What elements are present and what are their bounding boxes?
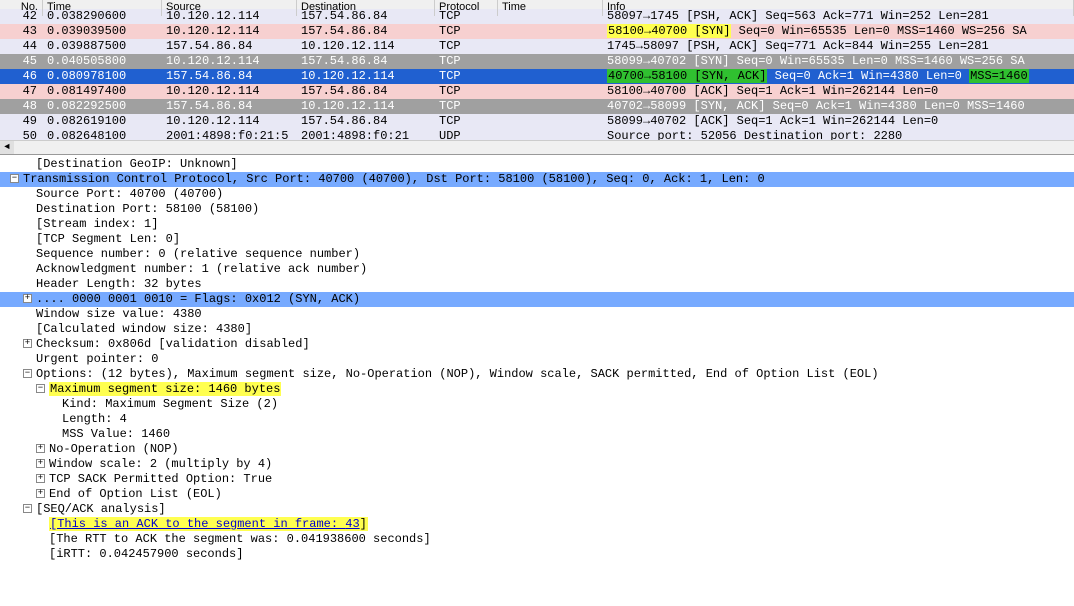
detail-flags-row[interactable]: +.... 0000 0001 0010 = Flags: 0x012 (SYN… — [0, 292, 1074, 307]
horizontal-scrollbar[interactable]: ◄ — [0, 140, 1074, 154]
expand-icon[interactable]: + — [23, 339, 32, 348]
detail-line[interactable]: [Destination GeoIP: Unknown] — [0, 157, 1074, 172]
expand-icon[interactable]: + — [36, 489, 45, 498]
detail-line[interactable]: Acknowledgment number: 1 (relative ack n… — [0, 262, 1074, 277]
collapse-icon[interactable]: − — [23, 504, 32, 513]
packet-row[interactable]: 470.08149740010.120.12.114157.54.86.84TC… — [0, 84, 1074, 99]
detail-line[interactable]: +TCP SACK Permitted Option: True — [0, 472, 1074, 487]
packet-detail-pane: [Destination GeoIP: Unknown] −Transmissi… — [0, 155, 1074, 606]
expand-icon[interactable]: + — [36, 444, 45, 453]
expand-icon[interactable]: + — [23, 294, 32, 303]
detail-line[interactable]: [Stream index: 1] — [0, 217, 1074, 232]
frame-link[interactable]: [This is an ACK to the segment in frame:… — [50, 517, 360, 531]
detail-tcp-header[interactable]: −Transmission Control Protocol, Src Port… — [0, 172, 1074, 187]
packet-row[interactable]: 480.082292500157.54.86.8410.120.12.114TC… — [0, 99, 1074, 114]
detail-line[interactable]: MSS Value: 1460 — [0, 427, 1074, 442]
expand-icon[interactable]: + — [36, 474, 45, 483]
detail-line[interactable]: Sequence number: 0 (relative sequence nu… — [0, 247, 1074, 262]
detail-line[interactable]: +No-Operation (NOP) — [0, 442, 1074, 457]
packet-rows: 420.03829060010.120.12.114157.54.86.84TC… — [0, 9, 1074, 144]
detail-ack-link-row[interactable]: [This is an ACK to the segment in frame:… — [0, 517, 1074, 532]
detail-line[interactable]: [TCP Segment Len: 0] — [0, 232, 1074, 247]
packet-row[interactable]: 440.039887500157.54.86.8410.120.12.114TC… — [0, 39, 1074, 54]
packet-row[interactable]: 490.08261910010.120.12.114157.54.86.84TC… — [0, 114, 1074, 129]
detail-line[interactable]: +Window scale: 2 (multiply by 4) — [0, 457, 1074, 472]
expand-icon[interactable]: + — [36, 459, 45, 468]
detail-mss-row[interactable]: −Maximum segment size: 1460 bytes — [0, 382, 1074, 397]
collapse-icon[interactable]: − — [23, 369, 32, 378]
detail-line[interactable]: +End of Option List (EOL) — [0, 487, 1074, 502]
scroll-left-arrow-icon[interactable]: ◄ — [0, 141, 14, 154]
detail-line[interactable]: Window size value: 4380 — [0, 307, 1074, 322]
collapse-icon[interactable]: − — [10, 174, 19, 183]
packet-row[interactable]: 460.080978100157.54.86.8410.120.12.114TC… — [0, 69, 1074, 84]
detail-line[interactable]: Destination Port: 58100 (58100) — [0, 202, 1074, 217]
detail-line[interactable]: Source Port: 40700 (40700) — [0, 187, 1074, 202]
collapse-icon[interactable]: − — [36, 384, 45, 393]
detail-line[interactable]: [iRTT: 0.042457900 seconds] — [0, 547, 1074, 562]
detail-seqack[interactable]: −[SEQ/ACK analysis] — [0, 502, 1074, 517]
detail-line[interactable]: Length: 4 — [0, 412, 1074, 427]
detail-line[interactable]: Header Length: 32 bytes — [0, 277, 1074, 292]
detail-options[interactable]: −Options: (12 bytes), Maximum segment si… — [0, 367, 1074, 382]
packet-row[interactable]: 420.03829060010.120.12.114157.54.86.84TC… — [0, 9, 1074, 24]
detail-line[interactable]: +Checksum: 0x806d [validation disabled] — [0, 337, 1074, 352]
packet-row[interactable]: 450.04050580010.120.12.114157.54.86.84TC… — [0, 54, 1074, 69]
detail-line[interactable]: Kind: Maximum Segment Size (2) — [0, 397, 1074, 412]
detail-line[interactable]: Urgent pointer: 0 — [0, 352, 1074, 367]
packet-list-pane: No. Time Source Destination Protocol Tim… — [0, 0, 1074, 155]
packet-row[interactable]: 430.03903950010.120.12.114157.54.86.84TC… — [0, 24, 1074, 39]
detail-line[interactable]: [The RTT to ACK the segment was: 0.04193… — [0, 532, 1074, 547]
detail-line[interactable]: [Calculated window size: 4380] — [0, 322, 1074, 337]
